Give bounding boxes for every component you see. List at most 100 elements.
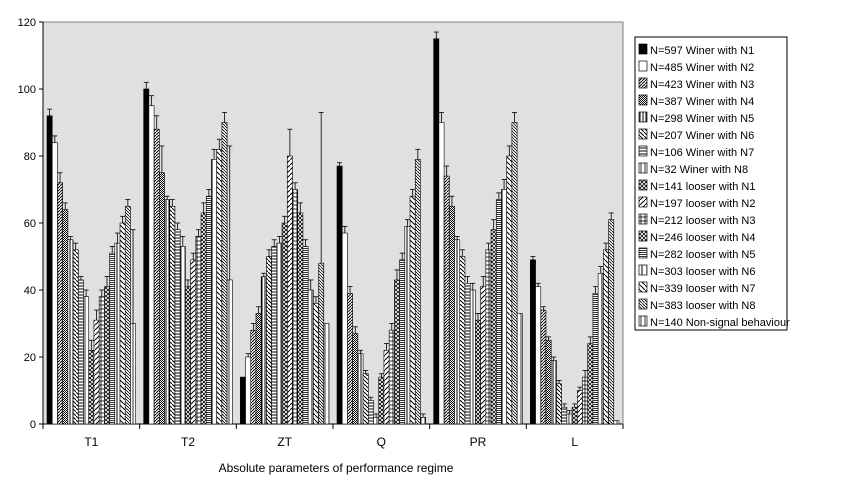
bar (93, 319, 100, 425)
bars (46, 31, 620, 425)
bar (46, 115, 53, 425)
bar (367, 400, 374, 425)
y-tick-label: 20 (24, 352, 36, 364)
legend-label: N=282 looser with N5 (650, 249, 755, 261)
bar (148, 105, 155, 425)
bar (433, 38, 440, 425)
bar (540, 309, 547, 425)
bar (216, 149, 223, 425)
bar (357, 353, 364, 425)
bar (352, 333, 359, 425)
legend-swatch (638, 196, 648, 208)
legend-swatch (638, 94, 648, 106)
legend-swatch (638, 77, 648, 89)
bar (511, 122, 518, 425)
y-tick-label: 120 (18, 17, 36, 29)
bar (388, 329, 395, 425)
bar (281, 222, 288, 425)
bar (378, 376, 385, 425)
bar (169, 205, 176, 425)
bar (98, 296, 105, 425)
bar (404, 226, 411, 425)
bar (307, 289, 314, 425)
bar (57, 182, 63, 425)
bar (250, 329, 257, 425)
bar (545, 339, 552, 425)
legend-label: N=387 Winer with N4 (650, 96, 754, 108)
y-tick-label: 80 (24, 151, 36, 163)
legend-swatch (638, 281, 648, 293)
bar (420, 416, 426, 425)
bar (394, 279, 400, 425)
bar (51, 142, 58, 425)
bar (587, 343, 594, 425)
bar (200, 212, 207, 425)
bar (603, 249, 609, 425)
bar (318, 262, 325, 425)
bar (592, 293, 599, 425)
legend-swatch (638, 247, 648, 259)
bar (535, 286, 542, 425)
bar (174, 229, 181, 425)
bar (313, 303, 319, 425)
legend-label: N=32 Winer with N8 (650, 164, 748, 176)
bar (245, 356, 252, 425)
legend-label: N=597 Winer with N1 (650, 45, 754, 57)
bar (383, 349, 390, 425)
bar (449, 205, 455, 425)
legend-label: N=207 Winer with N6 (650, 130, 754, 142)
bar (205, 195, 212, 425)
bar (297, 212, 304, 425)
bar (109, 252, 116, 425)
bar (62, 209, 69, 425)
legend: N=597 Winer with N1 N=485 Winer with N2 N=… (634, 36, 790, 331)
bar (469, 289, 476, 425)
legend-label: N=485 Winer with N2 (650, 62, 754, 74)
legend-label: N=246 looser with N4 (650, 232, 755, 244)
bar (485, 249, 492, 425)
bar (582, 376, 589, 425)
x-axis-title: Absolute parameters of performance regim… (219, 461, 454, 475)
legend-swatch (638, 315, 648, 327)
bar (490, 229, 497, 425)
y-tick-label: 60 (24, 218, 36, 230)
bar (362, 373, 369, 425)
bar (77, 279, 84, 425)
legend-swatch (638, 128, 648, 140)
legend-swatch (638, 298, 648, 310)
bar (501, 189, 507, 425)
bar (341, 232, 348, 425)
y-tick-label: 100 (18, 84, 36, 96)
bar (443, 175, 450, 425)
bar (516, 313, 523, 425)
bar (571, 406, 578, 425)
bar (561, 406, 568, 425)
legend-label: N=423 Winer with N3 (650, 79, 754, 91)
plot-area (42, 21, 624, 425)
legend-swatch (638, 264, 648, 276)
legend-swatch (638, 60, 648, 72)
bar (556, 383, 562, 425)
legend-label: N=140 Non-signal behaviour (650, 317, 790, 329)
bar (464, 282, 471, 425)
bar (143, 88, 150, 425)
bar (179, 246, 186, 425)
bar (260, 276, 267, 425)
bar (597, 272, 604, 425)
bar (276, 242, 283, 425)
bar (124, 205, 131, 425)
bar (302, 246, 309, 425)
legend-label: N=383 looser with N8 (650, 300, 755, 312)
legend-label: N=303 looser with N6 (650, 266, 755, 278)
bar (438, 122, 445, 425)
bar (399, 259, 406, 425)
bar (164, 199, 171, 425)
legend-label: N=141 looser with N1 (650, 181, 755, 193)
legend-swatch (638, 162, 648, 174)
legend-swatch (638, 213, 648, 225)
legend-swatch (638, 179, 648, 191)
bar (221, 122, 228, 425)
bar (83, 296, 90, 425)
legend-swatch (638, 111, 648, 123)
x-tick-label: T2 (181, 435, 195, 449)
